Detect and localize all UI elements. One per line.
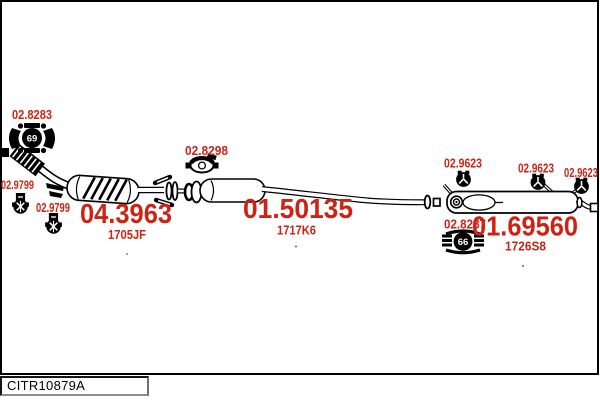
part-number-front-pipe: 04.3963 bbox=[80, 198, 172, 229]
center-silencer-section bbox=[178, 178, 441, 210]
tailpipe-end bbox=[589, 202, 599, 213]
part-label-clamp-center: 02.8298 bbox=[185, 143, 228, 158]
hanger-icon-1 bbox=[11, 192, 30, 215]
clamp-icon-front: 69 bbox=[9, 123, 55, 154]
part-number-rear-silencer: 01.69560 bbox=[472, 211, 578, 242]
part-label-clamp-front: 02.8283 bbox=[12, 108, 52, 122]
scan-specks bbox=[126, 245, 524, 267]
front-flange bbox=[2, 148, 9, 157]
clamp-icon-center bbox=[185, 153, 219, 174]
clamp-size-badge: 66 bbox=[458, 237, 469, 248]
variant-code-center-silencer: 1717K6 bbox=[277, 223, 316, 238]
part-label-hanger-1: 02.9799 bbox=[1, 178, 34, 192]
clamp-size-badge: 69 bbox=[27, 133, 38, 144]
spring-bolt-joint bbox=[152, 174, 179, 208]
part-label-hanger-2: 02.9799 bbox=[36, 201, 70, 215]
diagram-border bbox=[0, 0, 599, 375]
part-label-mount-1: 02.9623 bbox=[444, 157, 482, 171]
variant-code-rear-silencer: 1726S8 bbox=[505, 239, 546, 254]
pipe-bracket bbox=[46, 183, 64, 198]
front-pipe-section bbox=[2, 143, 179, 208]
gasket bbox=[432, 197, 441, 207]
part-label-mount-3: 02.9623 bbox=[564, 166, 598, 180]
part-number-center-silencer: 01.50135 bbox=[243, 193, 353, 224]
part-label-mount-2: 02.9623 bbox=[518, 162, 554, 176]
rubber-mount-icon-3 bbox=[573, 176, 590, 195]
clamp-icon-rear: 66 bbox=[442, 229, 484, 255]
catalog-code-box: CITR10879A bbox=[0, 376, 149, 396]
rubber-mount-icon-1 bbox=[455, 169, 472, 188]
catalog-code: CITR10879A bbox=[7, 378, 86, 393]
hanger-icon-2 bbox=[44, 212, 63, 235]
pipe-end-flange bbox=[423, 194, 432, 210]
rubber-mount-icon-2 bbox=[529, 172, 547, 191]
variant-code-front-pipe: 1705JF bbox=[108, 227, 146, 242]
part-label-clamp-rear: 02.8287 bbox=[444, 217, 486, 232]
